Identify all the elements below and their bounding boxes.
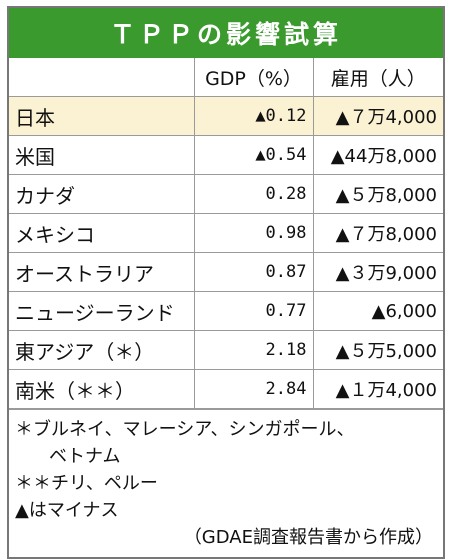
gdp-value: 0.28 xyxy=(193,174,314,214)
table-header-row: GDP（%） 雇用（人） xyxy=(9,58,443,97)
footnote-minus-symbol: ▲はマイナス xyxy=(15,500,119,521)
country-name: ニュージーランド xyxy=(9,291,195,331)
gdp-value: ▲0.54 xyxy=(193,135,314,175)
employment-value: ▲１万4,000 xyxy=(312,369,443,409)
country-name: 南米（＊＊） xyxy=(9,369,195,409)
figure-title: ＴＰＰの影響試算 xyxy=(9,8,443,58)
impact-table: GDP（%） 雇用（人） 日本 ▲0.12 ▲７万4,000 米国 ▲0.54 … xyxy=(9,58,443,409)
footnote-south-america: ＊＊チリ、ペルー xyxy=(15,473,158,494)
table-row: 東アジア（＊） 2.18 ▲５万5,000 xyxy=(9,330,443,370)
tpp-impact-table-figure: ＴＰＰの影響試算 GDP（%） 雇用（人） 日本 ▲0.12 ▲７万4,000 … xyxy=(7,6,445,559)
country-name: 米国 xyxy=(9,135,195,175)
employment-value: ▲３万9,000 xyxy=(312,252,443,292)
country-name: メキシコ xyxy=(9,213,195,253)
country-name: 日本 xyxy=(9,96,195,136)
gdp-value: 0.87 xyxy=(193,252,314,292)
employment-value: ▲５万8,000 xyxy=(312,174,443,214)
gdp-value: 0.77 xyxy=(193,291,314,331)
footnotes: ＊ブルネイ、マレーシア、シンガポール、 ベトナム ＊＊チリ、ペルー ▲はマイナス… xyxy=(9,409,443,557)
table-row: ニュージーランド 0.77 ▲6,000 xyxy=(9,291,443,331)
table-row: 日本 ▲0.12 ▲７万4,000 xyxy=(9,96,443,136)
country-name: オーストラリア xyxy=(9,252,195,292)
employment-value: ▲７万8,000 xyxy=(312,213,443,253)
employment-value: ▲５万5,000 xyxy=(312,330,443,370)
country-name: 東アジア（＊） xyxy=(9,330,195,370)
employment-value: ▲７万4,000 xyxy=(312,96,443,136)
table-row: オーストラリア 0.87 ▲３万9,000 xyxy=(9,252,443,292)
source-credit: （GDAE調査報告書から作成） xyxy=(183,527,433,548)
gdp-value: ▲0.12 xyxy=(193,96,314,136)
table-row: 南米（＊＊） 2.84 ▲１万4,000 xyxy=(9,369,443,409)
header-employment: 雇用（人） xyxy=(312,58,443,97)
gdp-value: 2.18 xyxy=(193,330,314,370)
table-row: 米国 ▲0.54 ▲44万8,000 xyxy=(9,135,443,175)
gdp-value: 2.84 xyxy=(193,369,314,409)
gdp-value: 0.98 xyxy=(193,213,314,253)
header-country xyxy=(9,58,195,97)
table-row: カナダ 0.28 ▲５万8,000 xyxy=(9,174,443,214)
header-gdp: GDP（%） xyxy=(193,58,314,97)
footnote-east-asia: ＊ブルネイ、マレーシア、シンガポール、 xyxy=(15,419,355,440)
employment-value: ▲6,000 xyxy=(312,291,443,331)
table-row: メキシコ 0.98 ▲７万8,000 xyxy=(9,213,443,253)
country-name: カナダ xyxy=(9,174,195,214)
footnote-east-asia-continued: ベトナム xyxy=(49,446,121,467)
employment-value: ▲44万8,000 xyxy=(312,135,443,175)
